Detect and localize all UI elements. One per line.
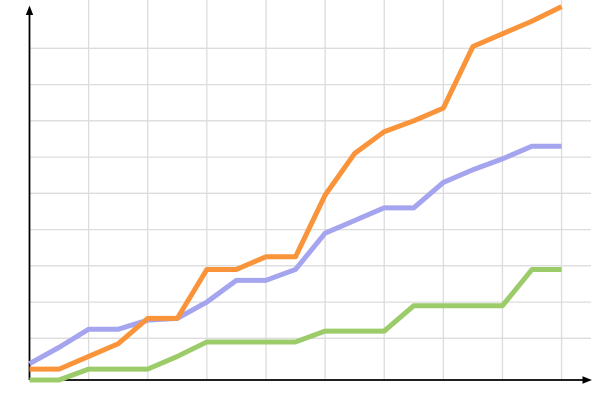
- series-green: [29, 266, 562, 383]
- y-axis-arrow-icon: [25, 5, 34, 15]
- series-purple: [28, 143, 562, 366]
- series-orange: [29, 4, 563, 372]
- x-axis-arrow-icon: [582, 376, 592, 384]
